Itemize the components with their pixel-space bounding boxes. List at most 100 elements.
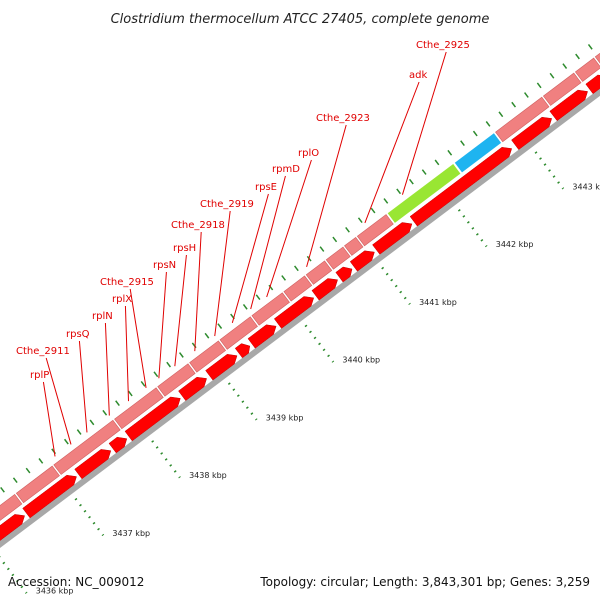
gene-label-rpmd: rpmD <box>272 164 300 175</box>
gene-arrow <box>74 449 112 480</box>
minor-tick <box>575 53 580 60</box>
gene-label-leader <box>42 381 56 457</box>
gene-label-rpse: rpsE <box>255 182 277 193</box>
minor-tick <box>396 188 402 195</box>
scale-tick <box>0 555 28 594</box>
genome-summary-text: Topology: circular; Length: 3,843,301 bp… <box>259 575 590 589</box>
gene-arrow <box>372 222 413 255</box>
scale-tick <box>304 324 335 363</box>
gene-arrow <box>124 396 181 442</box>
minor-tick <box>12 477 18 484</box>
gene-arrow <box>205 354 238 381</box>
minor-tick <box>204 332 210 339</box>
gene-arrow <box>349 250 375 272</box>
forward-gene-block <box>305 260 333 285</box>
gene-label-rplo: rplO <box>298 148 319 159</box>
minor-tick <box>76 429 82 435</box>
gene-label-leader <box>266 159 312 298</box>
scale-tick-label: 3438 kbp <box>189 471 227 480</box>
minor-tick <box>319 246 325 252</box>
minor-tick <box>268 284 274 291</box>
gene-label-cthe_2918: Cthe_2918 <box>171 220 225 231</box>
gene-label-leader <box>45 357 72 445</box>
minor-tick <box>217 323 223 329</box>
minor-tick <box>485 121 491 127</box>
genome-backbone <box>0 88 600 549</box>
minor-tick <box>25 467 31 474</box>
minor-tick <box>383 198 389 204</box>
gene-arrow <box>549 89 588 122</box>
forward-gene-block <box>114 387 164 430</box>
map-background-layer <box>0 88 600 549</box>
minor-tick <box>511 101 517 108</box>
gene-label-leader <box>306 124 347 268</box>
scale-tick-label: 3439 kbp <box>266 413 304 422</box>
minor-tick <box>434 159 440 166</box>
gene-arrow <box>511 116 553 150</box>
scale-tick-label: 3436 kbp <box>36 587 74 596</box>
minor-tick <box>166 361 172 368</box>
gene-track-layer <box>0 52 600 541</box>
gene-label-rplx: rplX <box>112 294 132 305</box>
scale-tick-label: 3437 kbp <box>112 529 150 538</box>
minor-tick <box>140 381 146 387</box>
minor-tick <box>38 458 44 464</box>
map-title: Clostridium thermocellum ATCC 27405, com… <box>111 12 490 27</box>
gene-label-leader <box>78 340 88 433</box>
gene-label-rpsq: rpsQ <box>66 329 90 340</box>
scale-tick <box>534 151 565 190</box>
forward-gene-block <box>15 465 60 504</box>
gene-label-cthe_2925: Cthe_2925 <box>416 40 470 51</box>
forward-gene-block <box>53 419 121 475</box>
gene-label-leader <box>250 175 286 310</box>
minor-tick <box>357 217 363 224</box>
minor-tick <box>447 149 453 156</box>
forward-gene-block <box>542 72 582 106</box>
forward-gene-block <box>356 214 394 247</box>
gene-arrow <box>311 278 338 301</box>
gene-label-leader <box>401 51 447 195</box>
forward-gene-block <box>219 316 258 350</box>
forward-gene-block <box>574 57 600 82</box>
gene-arrow <box>22 474 77 519</box>
gene-arrow <box>335 266 353 283</box>
minor-tick <box>421 169 427 175</box>
gene-block-green <box>387 164 461 223</box>
minor-tick <box>562 63 568 69</box>
gene-label-leader <box>214 210 231 337</box>
minor-tick <box>0 486 5 493</box>
minor-tick <box>153 371 159 378</box>
forward-gene-block <box>325 246 351 270</box>
minor-tick <box>178 352 184 358</box>
gene-label-cthe_2923: Cthe_2923 <box>316 113 370 124</box>
gene-arrow <box>234 343 251 359</box>
scale-tick-label: 3442 kbp <box>496 240 534 249</box>
gene-block-blue <box>454 133 502 173</box>
scale-tick <box>227 382 258 421</box>
gene-label-leader <box>104 322 110 416</box>
minor-tick <box>549 72 555 79</box>
gene-label-rpsn: rpsN <box>153 260 176 271</box>
gene-label-adk: adk <box>409 70 427 81</box>
gene-arrow <box>585 74 600 95</box>
gene-label-cthe_2919: Cthe_2919 <box>200 199 254 210</box>
scale-tick-label: 3440 kbp <box>342 356 380 365</box>
forward-gene-block <box>344 236 364 256</box>
gene-label-rpsh: rpsH <box>173 243 196 254</box>
gene-label-rplp: rplP <box>30 370 49 381</box>
minor-tick <box>498 111 504 118</box>
minor-tick <box>115 400 120 406</box>
scale-tick <box>74 497 105 537</box>
gene-arrow <box>409 147 513 227</box>
minor-tick <box>524 92 529 98</box>
forward-gene-block <box>495 96 550 143</box>
minor-tick <box>281 275 287 281</box>
gene-label-rpln: rplN <box>92 311 113 322</box>
minor-tick <box>255 294 261 301</box>
minor-tick <box>587 44 593 50</box>
forward-gene-block <box>157 363 196 397</box>
gene-label-leader <box>231 193 269 324</box>
gene-arrow <box>247 324 277 349</box>
gene-label-leader <box>174 254 187 367</box>
